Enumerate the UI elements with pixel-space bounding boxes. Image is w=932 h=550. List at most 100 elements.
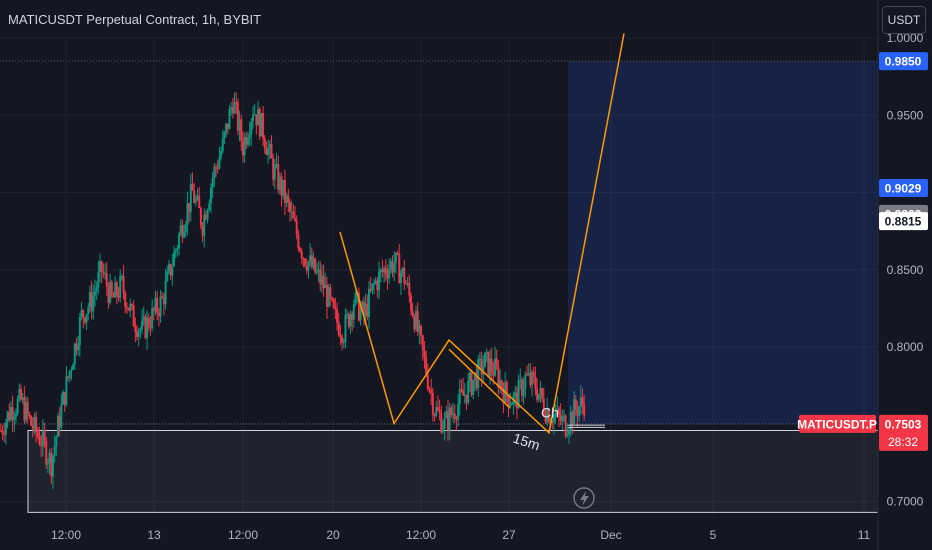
price-tag-label: 0.8815 — [885, 215, 922, 229]
candle-body — [277, 164, 280, 190]
candle-body — [77, 345, 80, 351]
candle-body — [431, 393, 434, 415]
candle-body — [327, 287, 330, 307]
candle-body — [576, 409, 579, 417]
candle-body — [25, 402, 28, 421]
candle-body — [295, 220, 298, 235]
candle-body — [156, 298, 159, 313]
candle-body — [578, 406, 581, 417]
candle-body — [236, 102, 239, 131]
candle-body — [90, 291, 93, 312]
price-tick-label: 0.8500 — [887, 263, 924, 277]
candle-body — [167, 264, 170, 272]
support-box — [27, 429, 879, 513]
candle-body — [246, 138, 249, 145]
chart-title: MATICUSDT Perpetual Contract, 1h, BYBIT — [8, 12, 262, 27]
candle-body — [65, 376, 68, 406]
candle-body — [487, 351, 490, 377]
price-tick-label: 1.0000 — [887, 31, 924, 45]
candle-body — [290, 211, 293, 213]
candle-body — [240, 119, 243, 141]
candle-body — [162, 297, 165, 305]
candle-body — [310, 255, 313, 268]
candle-body — [129, 304, 132, 311]
candle-body — [141, 320, 144, 330]
candle-body — [428, 389, 431, 391]
candle-body — [396, 252, 399, 254]
candle-body — [231, 107, 234, 114]
candle-body — [524, 374, 527, 389]
candle-body — [78, 317, 81, 346]
candle-body — [299, 248, 302, 252]
candle-body — [196, 195, 199, 200]
candle-body — [361, 301, 364, 309]
time-tick-label: 20 — [326, 528, 340, 542]
candle-body — [342, 342, 345, 344]
candle-body — [529, 372, 532, 386]
candle-body — [403, 267, 406, 284]
candle-body — [60, 404, 63, 428]
candle-body — [542, 398, 545, 414]
candle-body — [220, 151, 223, 158]
candle-body — [551, 421, 554, 423]
candle-body — [581, 397, 584, 405]
price-axis[interactable]: 0.70000.75000.80000.85000.90000.95001.00… — [877, 0, 932, 550]
candle-body — [373, 283, 376, 285]
candle-body — [164, 280, 167, 305]
candle-body — [80, 310, 83, 318]
candle-body — [9, 407, 12, 420]
candle-body — [272, 158, 275, 180]
price-tag — [879, 52, 928, 71]
candle-body — [393, 262, 396, 273]
candle-body — [559, 414, 562, 422]
candle-body — [500, 380, 503, 390]
candle-body — [531, 371, 534, 386]
candle-body — [388, 268, 391, 279]
candle-body — [573, 399, 576, 425]
candle-body — [490, 358, 493, 372]
candle-body — [515, 392, 518, 409]
candle-body — [18, 388, 21, 399]
candle-body — [389, 261, 392, 269]
candle-body — [366, 303, 369, 318]
candle-body — [446, 411, 449, 431]
candle-body — [441, 428, 444, 433]
candle-body — [251, 114, 254, 121]
candle-body — [265, 147, 268, 155]
candle-body — [152, 308, 155, 312]
candle-body — [55, 436, 58, 447]
candle-body — [314, 258, 317, 273]
candle-body — [186, 203, 189, 225]
last-price-label: 0.7503 — [885, 417, 922, 431]
candle-body — [483, 352, 486, 368]
candle-body — [455, 418, 458, 420]
candle-body — [522, 388, 525, 396]
candle-body — [225, 123, 228, 133]
candle-body — [406, 282, 409, 285]
candle-body — [470, 372, 473, 396]
candle-body — [302, 258, 305, 260]
lightning-icon[interactable] — [573, 487, 595, 509]
candle-body — [211, 178, 214, 188]
candle-body — [221, 138, 224, 152]
time-tick-label: Dec — [600, 528, 621, 542]
candle-body — [312, 258, 315, 268]
candle-body — [426, 374, 429, 390]
candle-body — [463, 394, 466, 396]
time-axis[interactable]: 12:00 13 12:00 20 12:00 27 Dec 5 11 — [51, 528, 871, 542]
candle-body — [536, 389, 539, 400]
candle-body — [193, 190, 196, 203]
candle-body — [41, 430, 44, 447]
candle-body — [317, 269, 320, 272]
candle-body — [176, 248, 179, 251]
candle-body — [85, 313, 88, 323]
candle-body — [440, 412, 443, 433]
currency-button[interactable]: USDT — [882, 6, 926, 34]
candle-body — [519, 379, 522, 381]
candle-body — [285, 195, 288, 203]
candle-body — [1, 430, 4, 434]
candle-body — [172, 252, 175, 267]
candle-body — [183, 232, 186, 238]
